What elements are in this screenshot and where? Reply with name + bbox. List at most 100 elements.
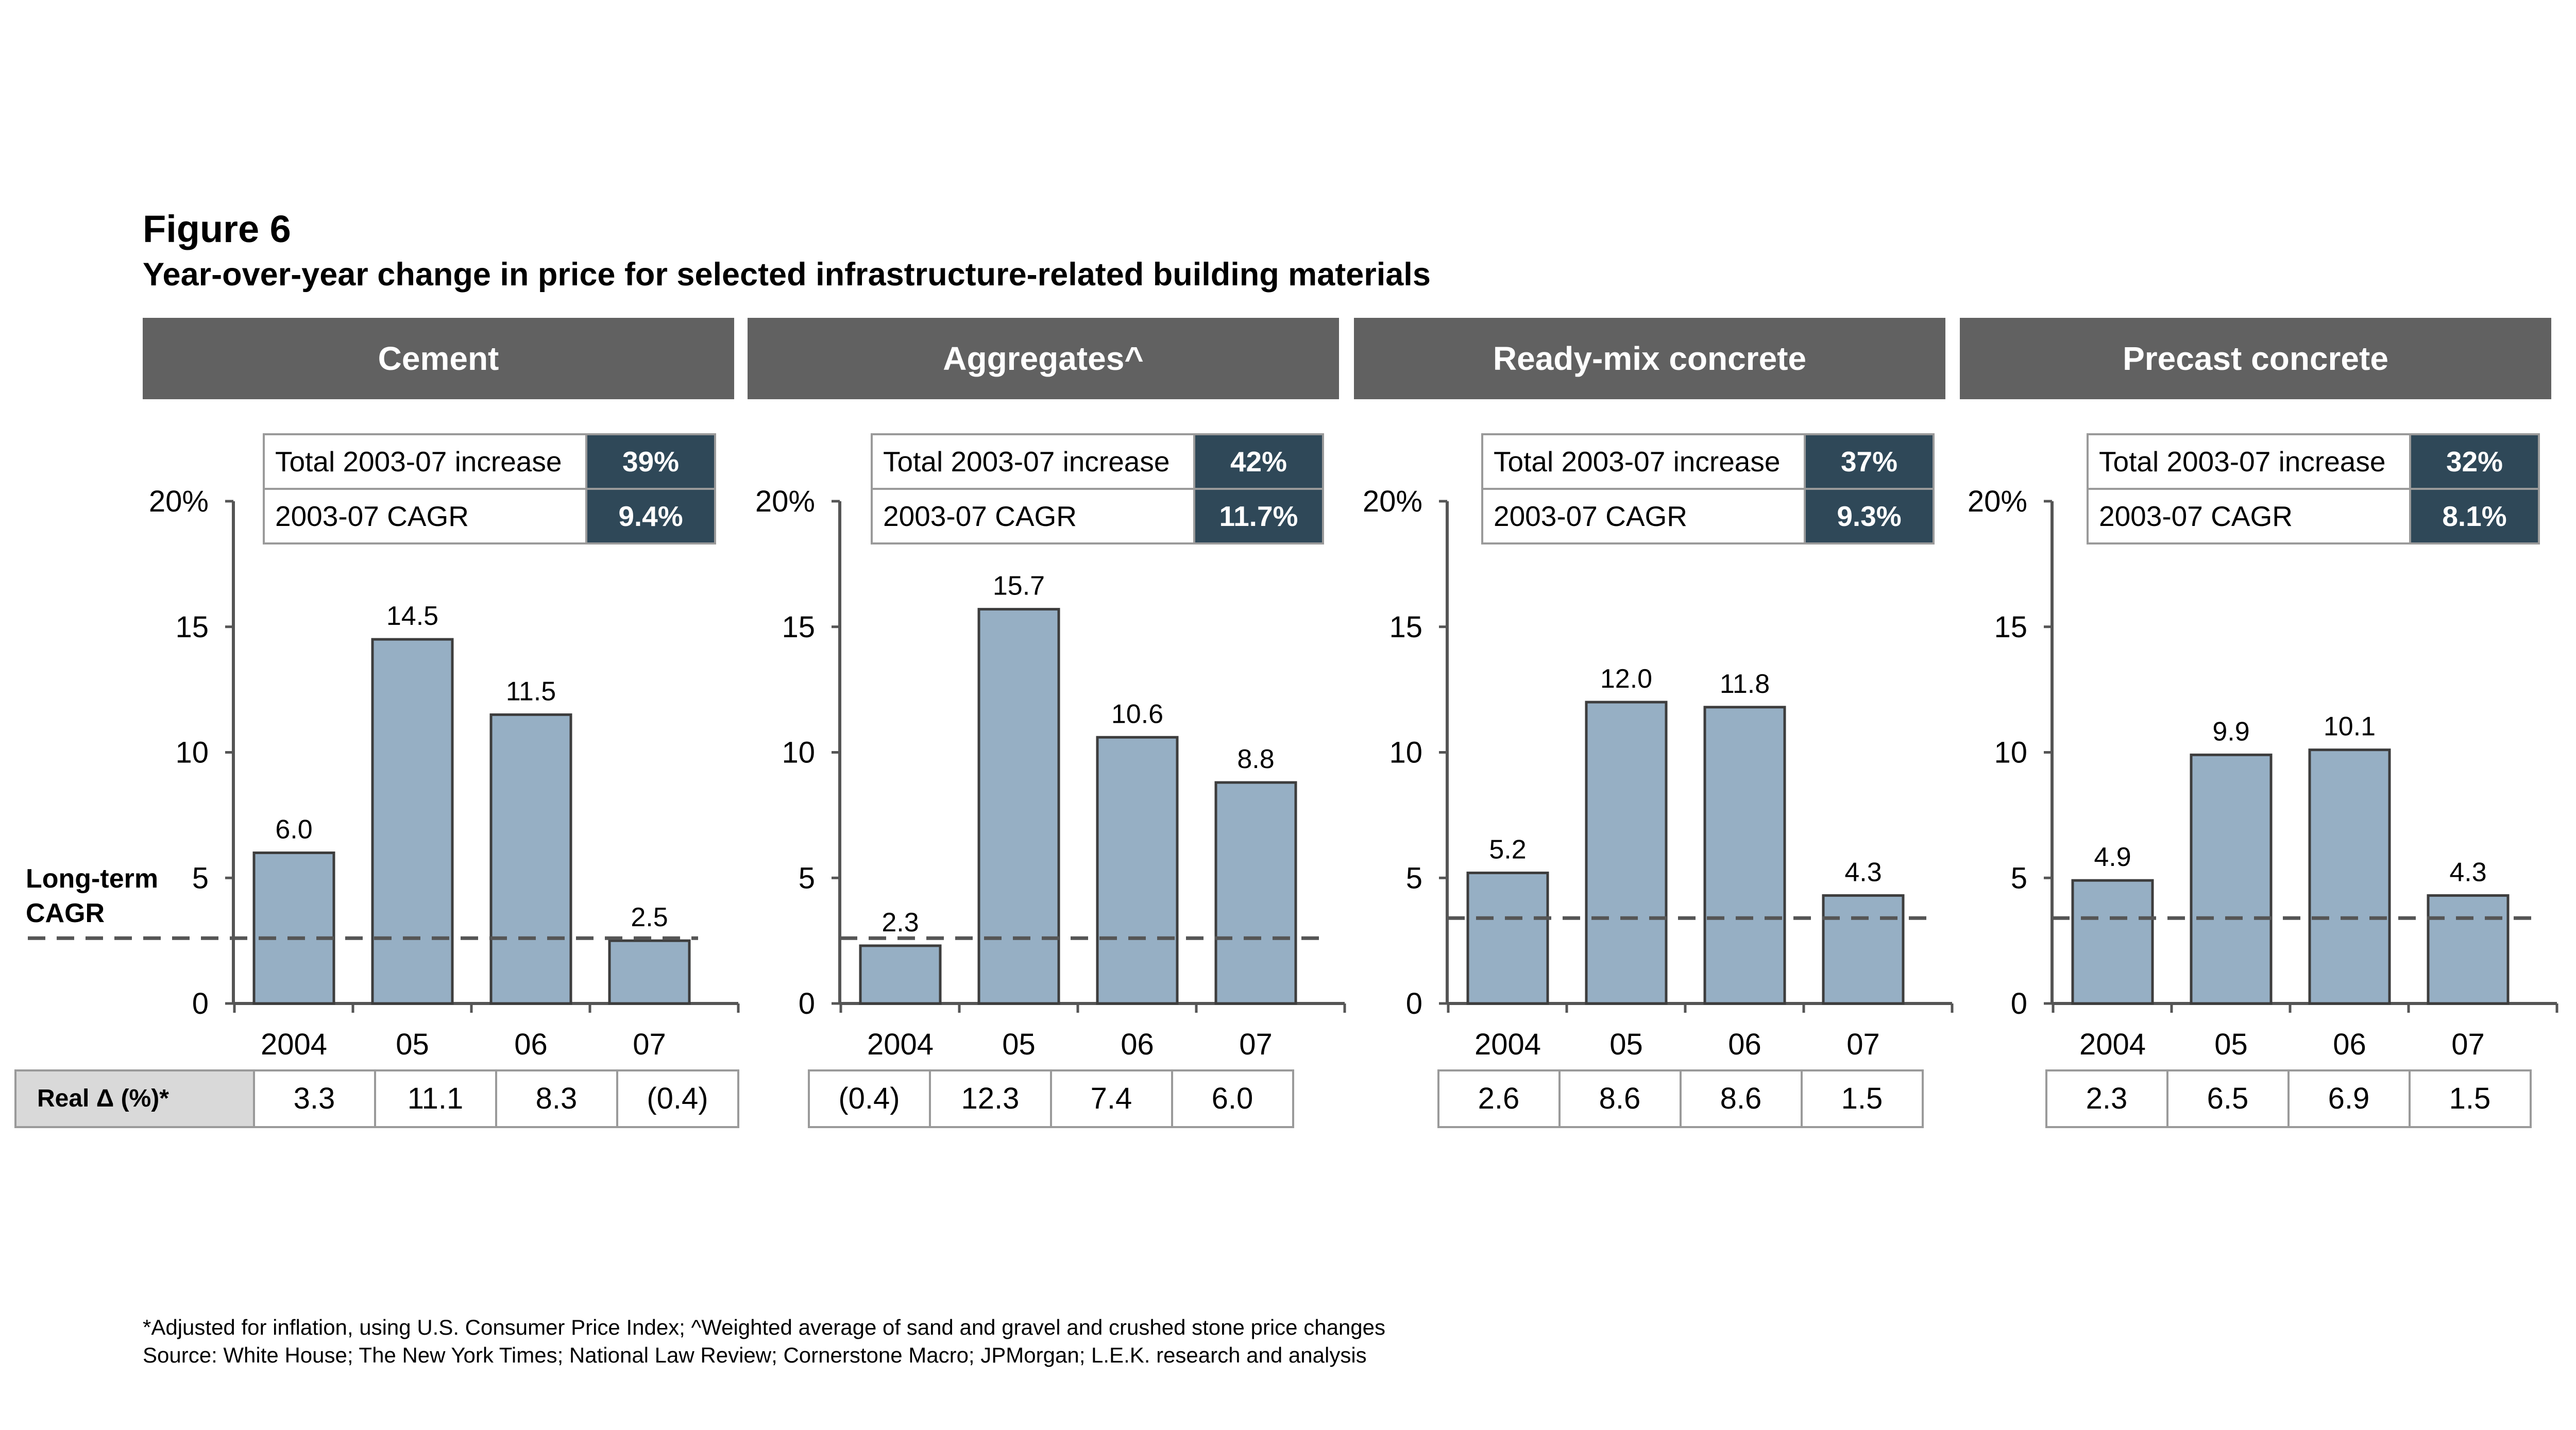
summary-value-cell (1804, 488, 1935, 544)
y-tick-label: 15 (175, 610, 209, 644)
bar (977, 608, 1060, 1005)
real-change-cell (1801, 1069, 1924, 1128)
summary-label-cell (1481, 488, 1806, 544)
x-tick-label: 07 (2451, 1028, 2485, 1061)
x-tick-label: 06 (1121, 1028, 1154, 1061)
y-tick-label: 20% (1968, 485, 2027, 518)
bar (371, 638, 454, 1005)
long-term-cagr-label: CAGR (26, 898, 105, 928)
bar (1585, 701, 1668, 1005)
total-increase-value: 32% (2446, 446, 2503, 478)
summary-value-cell (2409, 433, 2540, 490)
total-increase-value: 39% (622, 446, 679, 478)
summary-value-cell (2409, 488, 2540, 544)
bar-value-label: 10.6 (1111, 699, 1163, 729)
y-tick-label: 5 (2011, 861, 2027, 895)
cagr-value: 11.7% (1219, 500, 1298, 532)
long-term-cagr-label: Long-term (26, 864, 158, 894)
summary-value-cell (1804, 433, 1935, 490)
summary-label: 2003-07 CAGR (2099, 500, 2293, 532)
bar (252, 852, 335, 1005)
y-tick-label: 10 (1994, 736, 2027, 770)
real-change-cell (2045, 1069, 2168, 1128)
real-change-value: 12.3 (961, 1082, 1020, 1115)
bar-value-label: 4.3 (1844, 857, 1882, 887)
real-change-value: 8.6 (1720, 1082, 1762, 1115)
y-tick-label: 10 (175, 736, 209, 770)
panel-header (1354, 318, 1945, 399)
panel-title: Precast concrete (2123, 340, 2388, 377)
summary-label-cell (2087, 488, 2411, 544)
bar-value-label: 14.5 (386, 601, 438, 631)
real-change-value: 3.3 (294, 1082, 335, 1115)
real-change-value: 2.6 (1478, 1082, 1520, 1115)
y-tick-label: 5 (1406, 861, 1422, 895)
bar-value-label: 8.8 (1237, 744, 1274, 774)
real-change-cell (808, 1069, 931, 1128)
x-tick-label: 05 (1609, 1028, 1643, 1061)
real-change-cell (2409, 1069, 2532, 1128)
y-tick-label: 5 (799, 861, 815, 895)
x-tick-label: 06 (2333, 1028, 2366, 1061)
real-change-value: (0.4) (647, 1082, 708, 1115)
bar (1214, 781, 1297, 1005)
real-change-value: 1.5 (2449, 1082, 2491, 1115)
x-tick-label: 07 (1846, 1028, 1880, 1061)
bar-value-label: 4.3 (2449, 857, 2486, 887)
real-change-value: 6.5 (2207, 1082, 2249, 1115)
bar-value-label: 5.2 (1489, 835, 1526, 865)
bar-value-label: 11.8 (1720, 669, 1770, 699)
bar-value-label: 10.1 (2324, 712, 2376, 742)
summary-value-cell (1193, 433, 1324, 490)
real-change-cell (616, 1069, 739, 1128)
real-change-cell (1680, 1069, 1803, 1128)
bar-value-label: 2.3 (882, 908, 919, 938)
bar (859, 944, 942, 1005)
figure-label: Figure 6 (143, 208, 291, 250)
summary-label: Total 2003-07 increase (1494, 446, 1780, 478)
summary-label-cell (1481, 433, 1806, 490)
y-tick-label: 10 (782, 736, 815, 770)
x-tick-label: 05 (396, 1028, 429, 1061)
cagr-value: 8.1% (2442, 500, 2506, 532)
real-change-cell (374, 1069, 497, 1128)
bar-value-label: 11.5 (506, 676, 556, 706)
x-tick-label: 06 (1728, 1028, 1761, 1061)
summary-label-cell (871, 433, 1195, 490)
real-change-cell (2166, 1069, 2290, 1128)
real-change-cell (495, 1069, 618, 1128)
summary-value-cell (585, 488, 716, 544)
real-change-value: 6.9 (2328, 1082, 2370, 1115)
summary-label: 2003-07 CAGR (1494, 500, 1687, 532)
x-tick-label: 06 (514, 1028, 548, 1061)
real-change-cell (1558, 1069, 1682, 1128)
real-change-value: (0.4) (838, 1082, 900, 1115)
x-tick-label: 05 (1002, 1028, 1036, 1061)
bar (1096, 736, 1179, 1005)
real-change-cell (253, 1069, 376, 1128)
panel-title: Cement (378, 340, 499, 377)
real-change-value: 7.4 (1091, 1082, 1132, 1115)
y-tick-label: 20% (1363, 485, 1422, 518)
real-change-value: 8.3 (536, 1082, 578, 1115)
summary-label: Total 2003-07 increase (275, 446, 562, 478)
x-tick-label: 05 (2214, 1028, 2248, 1061)
x-tick-label: 07 (633, 1028, 666, 1061)
summary-label-cell (263, 488, 587, 544)
cagr-value: 9.3% (1837, 500, 1901, 532)
page-title: Year-over-year change in price for selec… (143, 257, 1431, 293)
real-change-cell (1171, 1069, 1294, 1128)
y-tick-label: 0 (799, 987, 815, 1020)
panel-header (1960, 318, 2551, 399)
real-change-value: 8.6 (1599, 1082, 1641, 1115)
x-tick-label: 2004 (867, 1028, 934, 1061)
footnote-source: Source: White House; The New York Times;… (143, 1343, 1367, 1367)
bar-value-label: 15.7 (993, 571, 1045, 601)
bar (1466, 872, 1549, 1005)
y-tick-label: 15 (1389, 610, 1422, 644)
y-tick-label: 10 (1389, 736, 1422, 770)
y-tick-label: 0 (2011, 987, 2027, 1020)
real-change-value: 1.5 (1841, 1082, 1883, 1115)
panel-header (143, 318, 734, 399)
